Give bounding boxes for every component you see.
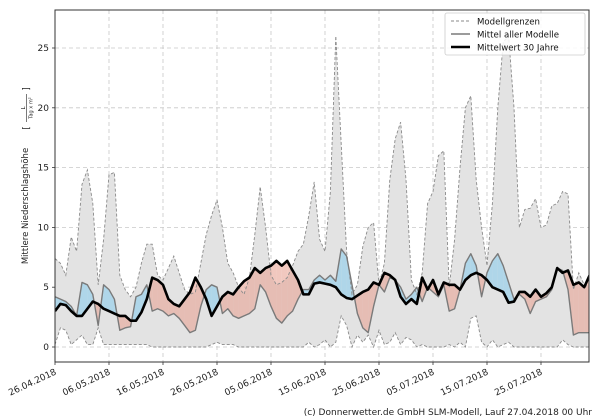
series-lines bbox=[55, 34, 589, 349]
above-normal-fill bbox=[82, 282, 88, 316]
above-normal-fill bbox=[341, 248, 347, 298]
below-normal-fill bbox=[152, 277, 158, 312]
below-normal-fill bbox=[119, 315, 126, 331]
below-normal-fill bbox=[254, 268, 261, 309]
x-axis-ticks: 26.04.2018 06.05.2018 16.05.2018 26.05.2018… bbox=[7, 362, 545, 399]
x-tick-label: 15.07.2018 bbox=[439, 368, 490, 399]
plot-frame bbox=[54, 9, 590, 363]
below-normal-fill bbox=[281, 260, 288, 324]
x-tick-label: 05.06.2018 bbox=[223, 368, 274, 399]
y-axis-unit-numerator: L bbox=[21, 106, 27, 110]
below-normal-fill bbox=[173, 303, 180, 319]
y-axis-label-bracket-close: ] bbox=[22, 87, 32, 90]
below-normal-fill bbox=[578, 282, 585, 333]
x-tick-label: 26.04.2018 bbox=[7, 368, 58, 399]
above-normal-fill bbox=[141, 284, 147, 313]
above-normal-fill bbox=[325, 275, 331, 285]
plot-area bbox=[55, 34, 589, 349]
x-tick-label: 05.07.2018 bbox=[385, 368, 436, 399]
above-normal-fill bbox=[103, 284, 109, 312]
mean-models-line bbox=[55, 248, 589, 336]
below-normal-fill bbox=[249, 268, 255, 314]
model-bounds-area bbox=[55, 36, 589, 347]
legend-mean-models-label: Mittel aller Modelle bbox=[477, 31, 559, 41]
x-tick-label: 06.05.2018 bbox=[61, 368, 112, 399]
y-axis-label: Mittlere Niederschlagshöhe [ L Tag x m² … bbox=[21, 87, 35, 264]
y-tick-label: 10 bbox=[38, 223, 50, 233]
below-normal-fill bbox=[233, 287, 239, 319]
y-tick-label: 20 bbox=[38, 104, 50, 114]
below-normal-fill bbox=[422, 277, 428, 302]
legend-bounds-label: Modellgrenzen bbox=[477, 18, 540, 28]
y-tick-label: 0 bbox=[43, 343, 49, 353]
below-normal-fill bbox=[222, 291, 228, 314]
below-normal-fill bbox=[265, 265, 271, 307]
above-normal-fill bbox=[492, 253, 498, 290]
mean-30-years-line bbox=[55, 259, 589, 322]
x-tick-label: 25.06.2018 bbox=[331, 368, 382, 399]
above-normal-fill bbox=[109, 289, 115, 314]
lower-bound-line bbox=[55, 314, 589, 349]
below-normal-fill bbox=[357, 291, 363, 328]
below-normal-fill bbox=[276, 260, 282, 324]
y-axis-label-bracket-open: [ bbox=[22, 126, 32, 129]
below-normal-fill bbox=[184, 291, 190, 333]
legend-mean-30y-label: Mittelwert 30 Jahre bbox=[477, 44, 559, 54]
below-normal-fill bbox=[271, 260, 277, 319]
x-tick-label: 16.05.2018 bbox=[115, 368, 166, 399]
below-normal-fill bbox=[125, 315, 131, 328]
below-normal-fill bbox=[368, 282, 374, 333]
y-axis-label-text: Mittlere Niederschlagshöhe bbox=[21, 148, 31, 264]
below-normal-fill bbox=[449, 284, 455, 312]
x-tick-label: 25.07.2018 bbox=[493, 368, 544, 399]
below-normal-fill bbox=[157, 280, 163, 312]
model-bounds-band bbox=[55, 36, 589, 347]
copyright-credit: (c) Donnerwetter.de GmbH SLM-Modell, Lau… bbox=[303, 408, 592, 418]
below-normal-fill bbox=[195, 277, 201, 331]
y-axis-ticks: 0 5 10 15 20 25 bbox=[38, 44, 55, 353]
below-normal-fill bbox=[244, 277, 250, 316]
below-normal-fill bbox=[362, 289, 369, 333]
y-axis-unit-denominator: Tag x m² bbox=[29, 97, 35, 119]
below-normal-fill bbox=[238, 281, 244, 319]
legend-box bbox=[444, 12, 586, 56]
above-normal-fill bbox=[470, 253, 477, 276]
x-tick-label: 15.06.2018 bbox=[277, 368, 328, 399]
x-tick-label: 26.05.2018 bbox=[169, 368, 220, 399]
legend: Modellgrenzen Mittel aller Modelle Mitte… bbox=[444, 12, 586, 56]
below-normal-fill bbox=[163, 284, 169, 316]
y-tick-label: 5 bbox=[43, 283, 49, 293]
y-tick-label: 15 bbox=[38, 164, 49, 174]
below-normal-fill bbox=[584, 276, 589, 333]
upper-bound-line bbox=[55, 34, 589, 298]
y-tick-label: 25 bbox=[38, 44, 49, 54]
below-normal-fill bbox=[573, 282, 579, 336]
above-normal-fill bbox=[465, 253, 471, 281]
